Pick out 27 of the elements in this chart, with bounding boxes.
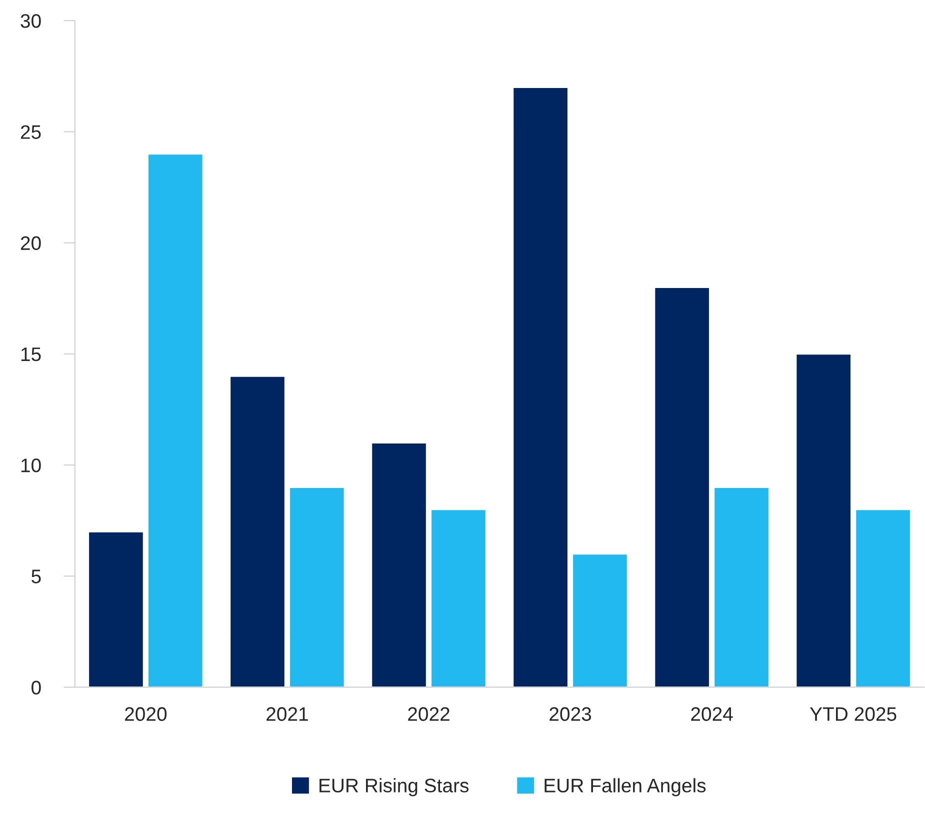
bar [713,486,770,688]
legend-label: EUR Rising Stars [320,778,469,796]
y-tick-label: 5 [32,570,41,584]
x-tick-label: 2024 [691,707,733,721]
bar [147,153,204,688]
bar [88,530,144,688]
bar [430,508,487,688]
bar [654,286,710,688]
y-tick-label: 10 [21,458,41,472]
y-tick-label: 0 [32,680,41,694]
bar [572,553,628,688]
x-tick-label: YTD 2025 [810,707,896,721]
bar [795,353,852,688]
bar [512,86,569,688]
x-tick-label: 2021 [266,707,308,721]
y-tick-label: 15 [21,348,41,362]
x-tick-label: 2023 [550,707,592,721]
bar [229,375,286,688]
x-tick-label: 2020 [125,707,167,721]
y-tick-label: 20 [20,236,41,250]
x-tick-label: 2022 [408,707,450,721]
bar [288,486,346,688]
y-tick-label: 25 [20,125,41,139]
bar [370,442,428,688]
bar [854,508,912,688]
y-tick-label: 30 [20,14,41,28]
legend-label: EUR Fallen Angels [544,778,706,796]
